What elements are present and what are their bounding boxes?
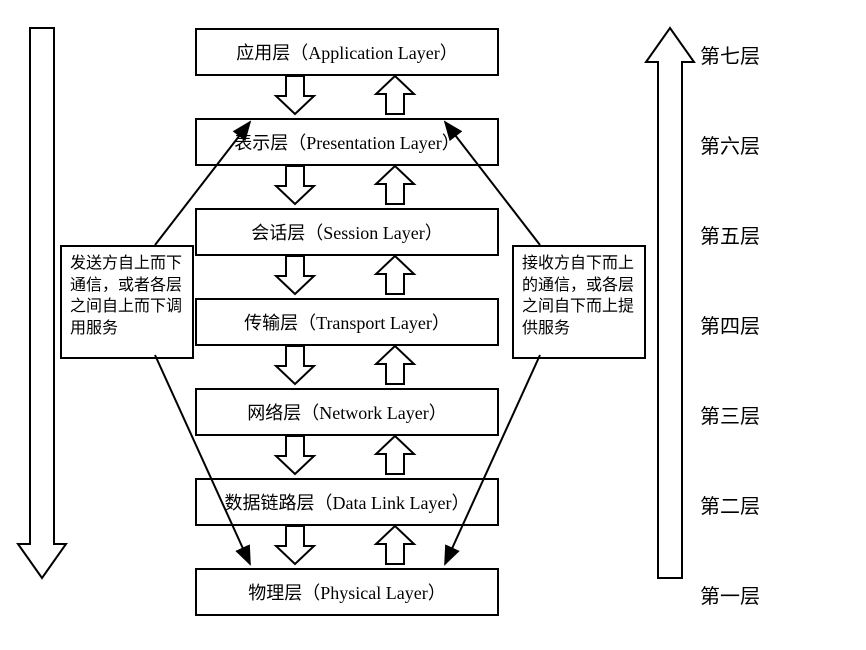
layer-box-physical: 物理层（Physical Layer）	[195, 568, 499, 616]
layer-label-transport: 传输层（Transport Layer）	[244, 309, 450, 335]
layer-number-3: 第三层	[700, 400, 760, 429]
up-arrow-icon	[376, 526, 414, 564]
up-arrow-icon	[376, 256, 414, 294]
down-arrow-icon	[276, 346, 314, 384]
layer-number-5: 第五层	[700, 220, 760, 249]
receiver-note-text: 接收方自下而上的通信，或各层之间自下而上提供服务	[522, 255, 634, 337]
layer-number-6: 第六层	[700, 130, 760, 159]
layer-box-transport: 传输层（Transport Layer）	[195, 298, 499, 346]
layer-number-7: 第七层	[700, 40, 760, 69]
osi-diagram: 应用层（Application Layer） 表示层（Presentation …	[0, 0, 866, 650]
layer-label-application: 应用层（Application Layer）	[236, 39, 457, 65]
layer-box-datalink: 数据链路层（Data Link Layer）	[195, 478, 499, 526]
sender-note-text: 发送方自上而下通信，或者各层之间自上而下调用服务	[70, 255, 182, 337]
layer-box-session: 会话层（Session Layer）	[195, 208, 499, 256]
down-arrow-icon	[276, 166, 314, 204]
down-arrow-icon	[276, 76, 314, 114]
layer-label-network: 网络层（Network Layer）	[247, 399, 446, 425]
receiver-note-box: 接收方自下而上的通信，或各层之间自下而上提供服务	[512, 245, 646, 359]
layer-box-application: 应用层（Application Layer）	[195, 28, 499, 76]
layer-box-presentation: 表示层（Presentation Layer）	[195, 118, 499, 166]
up-arrow-icon	[376, 166, 414, 204]
down-arrow-icon	[276, 526, 314, 564]
sender-arrow-down-icon	[155, 355, 250, 564]
sender-note-box: 发送方自上而下通信，或者各层之间自上而下调用服务	[60, 245, 194, 359]
receiver-arrow-down-icon	[445, 355, 540, 564]
down-arrow-icon	[276, 256, 314, 294]
layer-number-1: 第一层	[700, 580, 760, 609]
layer-number-4: 第四层	[700, 310, 760, 339]
big-down-arrow-icon	[18, 28, 66, 578]
layer-label-session: 会话层（Session Layer）	[251, 219, 442, 245]
up-arrow-icon	[376, 436, 414, 474]
down-arrow-icon	[276, 436, 314, 474]
up-arrow-icon	[376, 76, 414, 114]
layer-label-physical: 物理层（Physical Layer）	[248, 579, 445, 605]
layer-number-2: 第二层	[700, 490, 760, 519]
layer-label-datalink: 数据链路层（Data Link Layer）	[225, 489, 470, 515]
layer-box-network: 网络层（Network Layer）	[195, 388, 499, 436]
big-up-arrow-icon	[646, 28, 694, 578]
up-arrow-icon	[376, 346, 414, 384]
layer-label-presentation: 表示层（Presentation Layer）	[234, 129, 459, 155]
